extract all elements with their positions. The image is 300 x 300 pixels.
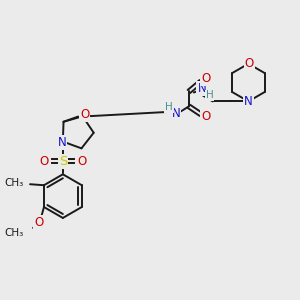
Text: CH₃: CH₃ <box>5 178 24 188</box>
Text: O: O <box>34 216 43 230</box>
Text: S: S <box>59 155 67 168</box>
Text: O: O <box>77 155 86 168</box>
Text: O: O <box>201 72 210 85</box>
Text: CH₃: CH₃ <box>4 228 23 238</box>
Text: H: H <box>165 102 173 112</box>
Text: O: O <box>39 155 49 168</box>
Text: N: N <box>244 95 253 108</box>
Text: N: N <box>197 82 206 95</box>
Text: O: O <box>245 57 254 70</box>
Text: O: O <box>201 110 210 123</box>
Text: O: O <box>80 108 89 121</box>
Text: H: H <box>206 90 214 100</box>
Text: N: N <box>58 136 66 149</box>
Text: N: N <box>172 107 180 120</box>
